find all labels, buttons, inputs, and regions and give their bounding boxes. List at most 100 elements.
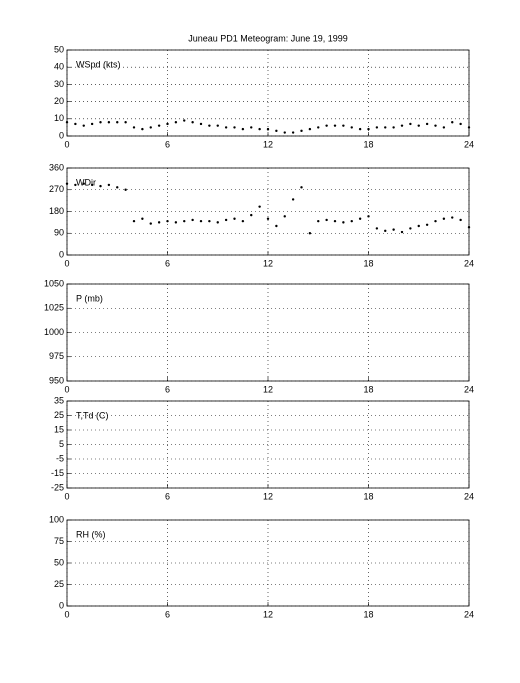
point	[132, 126, 136, 129]
point	[342, 221, 345, 224]
point	[467, 126, 471, 129]
point	[459, 122, 462, 126]
point	[141, 217, 144, 220]
point	[308, 232, 312, 235]
x-tick-label: 12	[263, 258, 273, 268]
x-tick-label: 12	[263, 491, 273, 501]
point	[400, 124, 404, 127]
point	[174, 221, 178, 224]
point	[409, 122, 412, 126]
point	[157, 124, 161, 127]
point	[266, 217, 270, 220]
point	[250, 213, 253, 217]
point	[124, 188, 127, 191]
x-tick-label: 24	[464, 491, 474, 501]
x-tick-label: 18	[363, 258, 373, 268]
point	[216, 124, 219, 127]
y-axis-label: WDir	[76, 177, 96, 187]
point	[400, 230, 404, 234]
x-tick-label: 12	[263, 139, 273, 149]
point	[283, 215, 286, 218]
y-tick-label: 950	[49, 375, 64, 385]
y-tick-label: 0	[59, 600, 64, 610]
point	[74, 122, 77, 126]
point	[149, 126, 152, 129]
y-tick-label: 30	[54, 79, 64, 89]
point	[384, 229, 387, 233]
x-tick-label: 12	[263, 384, 273, 394]
y-axis-label: WSpd (kts)	[76, 59, 121, 69]
x-tick-label: 24	[464, 609, 474, 619]
y-tick-label: 1025	[44, 303, 64, 313]
y-tick-label: 360	[49, 162, 64, 172]
y-tick-label: -25	[51, 482, 64, 492]
x-tick-label: 6	[165, 609, 170, 619]
point	[333, 124, 337, 127]
y-tick-label: 25	[54, 410, 64, 420]
point	[325, 218, 328, 222]
point	[166, 122, 169, 126]
y-tick-label: -15	[51, 468, 64, 478]
y-tick-label: 15	[54, 424, 64, 434]
point	[99, 121, 102, 124]
point	[342, 124, 345, 127]
point	[116, 121, 119, 124]
y-tick-label: -5	[56, 453, 64, 463]
point	[191, 218, 194, 222]
x-tick-label: 18	[363, 491, 373, 501]
point	[425, 223, 429, 226]
point	[266, 127, 270, 131]
point	[375, 126, 379, 129]
point	[367, 127, 370, 131]
point	[325, 124, 328, 127]
x-tick-label: 24	[464, 139, 474, 149]
point	[392, 228, 395, 231]
point	[275, 129, 278, 133]
y-tick-label: 35	[54, 395, 64, 405]
x-tick-label: 18	[363, 384, 373, 394]
x-tick-label: 0	[64, 258, 69, 268]
point	[116, 186, 119, 189]
point	[74, 183, 77, 187]
point	[90, 183, 94, 187]
point	[275, 224, 278, 228]
point	[283, 131, 286, 134]
point	[183, 219, 186, 223]
point	[317, 126, 320, 129]
y-axis-label: P (mb)	[76, 293, 103, 303]
x-tick-label: 6	[165, 139, 170, 149]
point	[434, 124, 437, 127]
point	[434, 219, 437, 223]
point	[107, 121, 111, 124]
point	[291, 198, 295, 201]
x-tick-label: 18	[363, 609, 373, 619]
y-tick-label: 50	[54, 557, 64, 567]
point	[442, 126, 446, 129]
point	[166, 219, 169, 223]
point	[199, 219, 203, 223]
point	[216, 221, 219, 224]
y-tick-label: 180	[49, 206, 64, 216]
point	[250, 126, 253, 129]
point	[65, 182, 69, 185]
point	[191, 121, 194, 124]
y-tick-label: 25	[54, 579, 64, 589]
point	[350, 219, 353, 223]
point	[82, 182, 85, 185]
point	[291, 131, 295, 134]
x-tick-label: 6	[165, 491, 170, 501]
y-tick-label: 975	[49, 351, 64, 361]
point	[358, 217, 362, 220]
x-tick-label: 12	[263, 609, 273, 619]
x-tick-label: 0	[64, 491, 69, 501]
point	[82, 124, 85, 127]
y-tick-label: 10	[54, 113, 64, 123]
point	[409, 227, 412, 230]
point	[174, 121, 178, 124]
point	[333, 219, 337, 223]
y-tick-label: 5	[59, 439, 64, 449]
point	[65, 121, 69, 124]
point	[258, 205, 261, 208]
